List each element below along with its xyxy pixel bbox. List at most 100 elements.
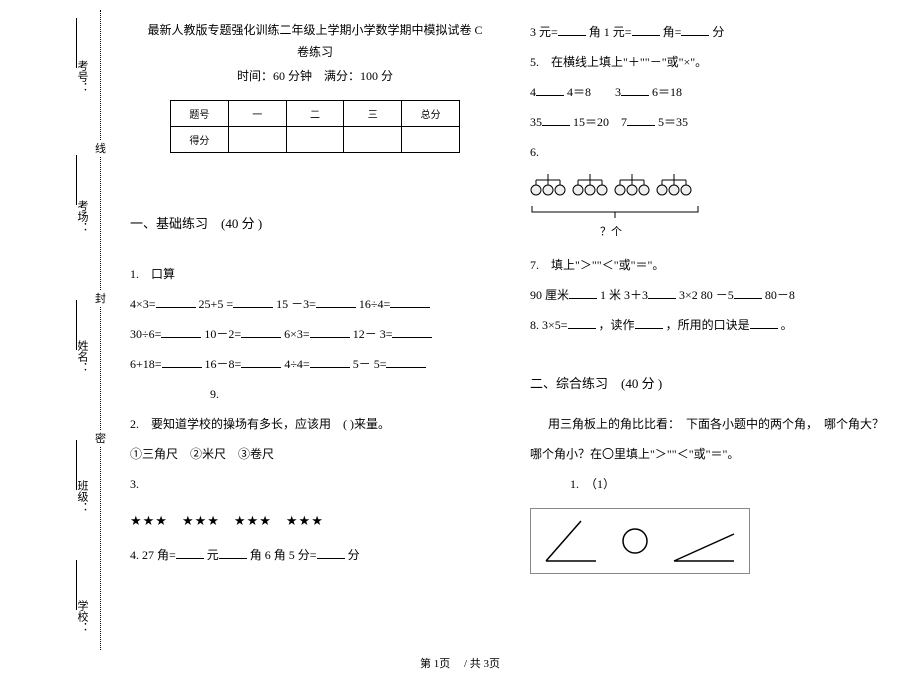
expr: 16－8= [205,357,242,371]
blank[interactable] [635,317,663,329]
blank[interactable] [310,326,350,338]
angle-compare-figure [530,508,750,574]
expr: 4÷4= [284,357,309,371]
blank[interactable] [568,317,596,329]
blank[interactable] [392,326,432,338]
bracket-icon [530,204,700,218]
cell[interactable] [286,127,344,153]
q5-line2: 35 15＝20 7 5＝35 [530,110,900,134]
cell: 总分 [402,101,460,127]
blank[interactable] [176,547,204,559]
score-table: 题号 一 二 三 总分 得分 [170,100,460,153]
exam-title: 最新人教版专题强化训练二年级上学期小学数学期中模拟试卷 C [130,20,500,42]
blank[interactable] [627,114,655,126]
field-school: 学校： [50,600,90,633]
field-name: 姓名： [50,340,90,373]
expr: 16÷4= [359,297,390,311]
circle-compare-icon[interactable] [620,526,650,556]
q1-label: 1. 口算 [130,262,500,286]
blank[interactable] [536,84,564,96]
cell: 一 [228,101,286,127]
t: 角 6 角 5 分= [250,548,317,562]
chandelier-icon [572,174,608,202]
cell: 三 [344,101,402,127]
expr: 15 －3= [276,297,316,311]
expr: 30÷6= [130,327,161,341]
q7-line: 90 厘米 1 米 3＋3 3×2 80 －5 80－8 [530,283,900,307]
blank[interactable] [648,287,676,299]
blank[interactable] [241,356,281,368]
q6-label: 6. [530,140,900,164]
blank[interactable] [317,547,345,559]
cell[interactable] [228,127,286,153]
t: 1 米 3＋3 [600,288,648,302]
field-line [76,155,77,205]
blank[interactable] [621,84,649,96]
blank[interactable] [750,317,778,329]
t: 35 [530,115,542,129]
chandelier-icon [614,174,650,202]
blank[interactable] [734,287,762,299]
blank[interactable] [162,356,202,368]
blank[interactable] [632,24,660,36]
field-line [76,440,77,490]
blank[interactable] [681,24,709,36]
t: 3×2 80 －5 [679,288,734,302]
q3-stars: ★★★ ★★★ ★★★ ★★★ [130,510,500,529]
q6-figure [530,174,900,202]
t: 3 元= [530,25,558,39]
blank[interactable] [241,326,281,338]
cell: 题号 [171,101,229,127]
expr: 12－ 3= [353,327,393,341]
blank[interactable] [310,356,350,368]
expr: 5－ 5= [353,357,387,371]
field-exam-number: 考号： [50,60,90,93]
blank[interactable] [161,326,201,338]
t: 80－8 [765,288,795,302]
q2: 2. 要知道学校的操场有多长，应该用 ( )来量。 [130,412,500,436]
exam-timing: 时间：60 分钟 满分：100 分 [130,67,500,84]
q7: 7. 填上"＞""＜"或"＝"。 [530,253,900,277]
blank[interactable] [390,296,430,308]
page-footer: 第 1页 / 共 3页 [0,655,920,671]
q1-line: 6+18= 16－8= 4÷4= 5－ 5= [130,352,500,376]
expr: 4×3= [130,297,156,311]
cell[interactable] [402,127,460,153]
q6-caption: ？个 [530,223,900,239]
blank[interactable] [386,356,426,368]
seal-char-mi: 密 [95,430,106,446]
t: 元 [207,548,219,562]
blank[interactable] [569,287,597,299]
t: ，所用的口诀是 [666,318,750,332]
cell: 得分 [171,127,229,153]
q2-options: ①三角尺 ②米尺 ③卷尺 [130,442,500,466]
q6-bracket [530,204,900,221]
binding-margin: 考号： 线 考场： 封 姓名： 密 班级： 学校： [0,0,110,681]
t: 角 1 元= [589,25,632,39]
qb-sub: 1. （1） [530,472,900,496]
table-row: 题号 一 二 三 总分 [171,101,460,127]
t: 。 [781,318,793,332]
right-column: 3 元= 角 1 元= 角= 分 5. 在横线上填上"＋""－"或"×"。 4 … [530,20,900,574]
q1-line: 30÷6= 10－2= 6×3= 12－ 3= [130,322,500,346]
section-a-heading: 一、基础练习 (40 分 ) [130,213,500,232]
qb-text2: 哪个角小？在〇里填上"＞""＜"或"＝"。 [530,442,900,466]
expr: 10－2= [204,327,241,341]
blank[interactable] [219,547,247,559]
blank[interactable] [542,114,570,126]
t: 15＝20 7 [573,115,627,129]
t: 90 厘米 [530,288,569,302]
seal-char-feng: 封 [95,290,106,306]
t: 分 [712,25,724,39]
blank[interactable] [316,296,356,308]
blank[interactable] [558,24,586,36]
blank[interactable] [156,296,196,308]
expr: 25+5 = [199,297,234,311]
blank[interactable] [233,296,273,308]
q8: 8. 3×5= ，读作 ，所用的口诀是 。 [530,313,900,337]
angle-right-icon [669,516,739,566]
t: 4. 27 角= [130,548,176,562]
cell[interactable] [344,127,402,153]
field-exam-room: 考场： [50,200,90,233]
table-row: 得分 [171,127,460,153]
